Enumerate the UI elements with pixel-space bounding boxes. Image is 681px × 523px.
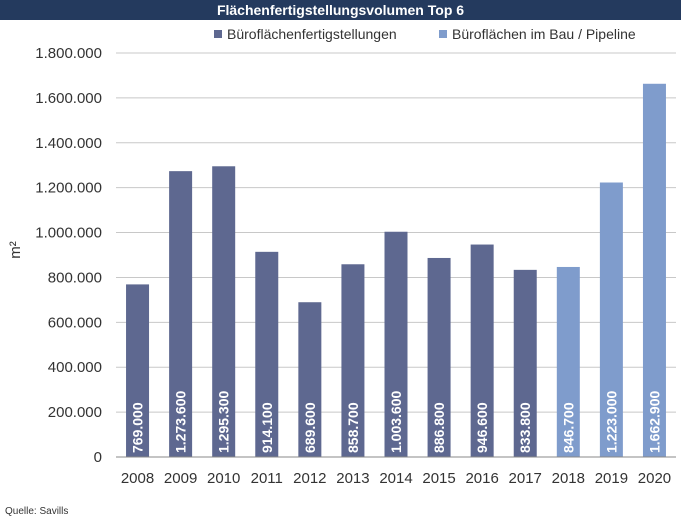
bar-value-label: 914.100	[259, 402, 275, 453]
bar-value-label: 689.600	[302, 402, 318, 453]
bar-2019	[599, 182, 623, 457]
x-tick-label: 2012	[293, 470, 326, 487]
bar-2018	[556, 266, 580, 457]
bar-2020	[642, 83, 666, 457]
y-tick-label: 1.400.000	[35, 135, 102, 152]
bar-value-label: 1.295.300	[216, 391, 232, 453]
bar-2008	[126, 284, 150, 457]
source-note: Quelle: Savills	[5, 506, 69, 517]
legend-swatch-pipeline	[439, 30, 447, 38]
y-tick-label: 0	[94, 449, 102, 466]
x-tick-label: 2008	[121, 470, 154, 487]
bar-chart: Büroflächenfertigstellungen Büroflächen …	[7, 26, 676, 487]
x-tick-label: 2017	[509, 470, 542, 487]
bar-2011	[255, 251, 279, 457]
x-tick-label: 2019	[595, 470, 628, 487]
y-tick-label: 800.000	[48, 269, 102, 286]
bar-value-label: 769.000	[130, 402, 146, 453]
legend-label-pipeline: Büroflächen im Bau / Pipeline	[452, 26, 636, 42]
y-tick-label: 600.000	[48, 314, 102, 331]
x-tick-label: 2016	[465, 470, 498, 487]
chart-title: Flächenfertigstellungsvolumen Top 6	[0, 0, 681, 20]
x-tick-label: 2015	[422, 470, 455, 487]
bar-value-label: 946.600	[474, 402, 490, 453]
bar-2009	[169, 171, 193, 457]
bar-2012	[298, 302, 322, 457]
y-tick-label: 400.000	[48, 359, 102, 376]
bar-2014	[384, 231, 408, 457]
x-tick-label: 2011	[251, 470, 283, 487]
bar-value-label: 1.223.000	[603, 391, 619, 453]
y-axis-label: m²	[7, 241, 24, 259]
y-tick-label: 1.600.000	[35, 90, 102, 107]
x-tick-label: 2009	[164, 470, 197, 487]
bar-2015	[427, 257, 451, 457]
legend-label-completions: Büroflächenfertigstellungen	[227, 26, 397, 42]
bar-2010	[212, 166, 236, 458]
bar-value-label: 833.800	[517, 402, 533, 453]
bar-2013	[341, 264, 365, 457]
legend-swatch-completions	[214, 30, 222, 38]
y-tick-label: 1.800.000	[35, 45, 102, 62]
bar-value-label: 1.273.600	[173, 391, 189, 453]
bar-value-label: 1.003.600	[388, 391, 404, 453]
bar-2016	[470, 244, 494, 457]
bar-value-label: 858.700	[345, 402, 361, 453]
y-tick-label: 1.000.000	[35, 225, 102, 242]
bar-value-label: 886.800	[431, 402, 447, 453]
x-tick-label: 2010	[207, 470, 240, 487]
x-tick-label: 2014	[379, 470, 412, 487]
y-tick-label: 200.000	[48, 404, 102, 421]
x-tick-label: 2013	[336, 470, 369, 487]
x-tick-label: 2020	[638, 470, 671, 487]
x-tick-label: 2018	[552, 470, 585, 487]
bar-2017	[513, 269, 537, 457]
legend: Büroflächenfertigstellungen Büroflächen …	[214, 26, 636, 42]
y-tick-label: 1.200.000	[35, 180, 102, 197]
bar-value-label: 846.700	[560, 402, 576, 453]
bar-value-label: 1.662.900	[646, 391, 662, 453]
